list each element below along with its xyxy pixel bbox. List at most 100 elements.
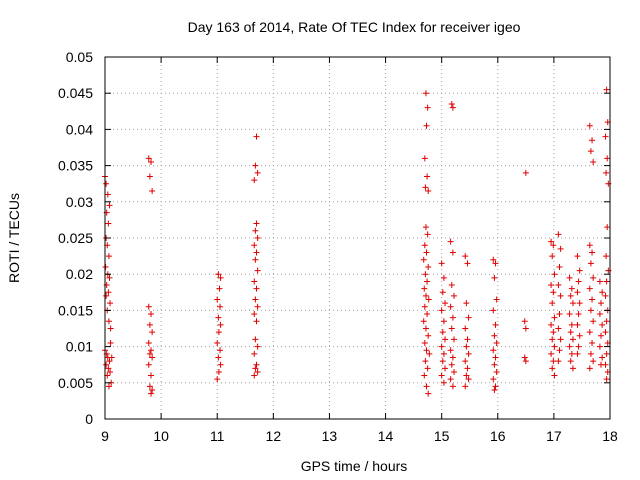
data-point: [549, 253, 556, 260]
data-point: [442, 365, 449, 372]
x-tick-label: 14: [378, 428, 394, 444]
data-point: [148, 372, 155, 379]
data-point: [449, 354, 456, 361]
data-point: [575, 311, 582, 318]
y-tick-label: 0.05: [66, 49, 93, 65]
data-point: [604, 224, 611, 231]
data-point: [551, 314, 558, 321]
data-point: [253, 361, 260, 368]
data-point: [490, 376, 497, 383]
data-points: [102, 86, 612, 397]
x-tick-label: 10: [153, 428, 169, 444]
data-point: [555, 231, 562, 238]
data-point: [149, 187, 156, 194]
data-point: [439, 329, 446, 336]
data-point: [574, 253, 581, 260]
data-point: [464, 260, 471, 267]
y-tick-label: 0.04: [66, 121, 93, 137]
data-point: [439, 358, 446, 365]
data-point: [575, 278, 582, 285]
data-point: [522, 169, 529, 176]
data-point: [108, 354, 115, 361]
chart-title: Day 163 of 2014, Rate Of TEC Index for r…: [188, 19, 521, 35]
data-point: [105, 220, 112, 227]
data-point: [602, 329, 609, 336]
data-point: [253, 285, 260, 292]
x-tick-label: 9: [101, 428, 109, 444]
x-tick-label: 13: [322, 428, 338, 444]
data-point: [254, 267, 261, 274]
data-point: [442, 336, 449, 343]
data-point: [424, 365, 431, 372]
data-point: [103, 292, 110, 299]
data-point: [465, 350, 472, 357]
data-point: [423, 249, 430, 256]
data-point: [556, 263, 563, 270]
data-point: [252, 227, 259, 234]
data-point: [146, 321, 153, 328]
data-point: [569, 300, 576, 307]
grid-lines: [105, 57, 610, 419]
data-point: [463, 300, 470, 307]
data-point: [603, 350, 610, 357]
data-point: [568, 350, 575, 357]
data-point: [105, 253, 112, 260]
data-point: [251, 242, 258, 249]
data-point: [216, 285, 223, 292]
data-point: [490, 347, 497, 354]
data-point: [464, 336, 471, 343]
data-point: [252, 365, 259, 372]
data-point: [550, 329, 557, 336]
data-point: [251, 311, 258, 318]
data-point: [423, 383, 430, 390]
data-point: [448, 101, 455, 108]
data-point: [550, 358, 557, 365]
y-tick-label: 0.01: [66, 339, 93, 355]
data-point: [567, 329, 574, 336]
data-point: [145, 155, 152, 162]
data-point: [575, 343, 582, 350]
data-point: [586, 285, 593, 292]
data-point: [603, 318, 610, 325]
data-point: [589, 339, 596, 346]
data-point: [440, 379, 447, 386]
data-point: [492, 354, 499, 361]
data-point: [590, 158, 597, 165]
data-point: [550, 242, 557, 249]
data-point: [447, 238, 454, 245]
y-tick-label: 0.02: [66, 266, 93, 282]
data-point: [548, 238, 555, 245]
data-point: [550, 289, 557, 296]
data-point: [149, 329, 156, 336]
data-point: [462, 253, 469, 260]
data-point: [423, 347, 430, 354]
data-point: [521, 318, 528, 325]
y-tick-label: 0.045: [58, 85, 93, 101]
data-point: [422, 292, 429, 299]
data-point: [422, 224, 429, 231]
data-point: [556, 347, 563, 354]
data-point: [421, 285, 428, 292]
data-point: [492, 383, 499, 390]
data-point: [574, 289, 581, 296]
data-point: [599, 289, 606, 296]
y-tick-labels: 0 0.005 0.01 0.015 0.02 0.025 0.03 0.035 0.04 0.0…: [58, 49, 93, 427]
data-point: [440, 274, 447, 281]
data-point: [253, 133, 260, 140]
data-point: [424, 231, 431, 238]
data-point: [576, 332, 583, 339]
x-tick-label: 17: [546, 428, 562, 444]
data-point: [105, 365, 112, 372]
y-tick-label: 0.025: [58, 230, 93, 246]
data-point: [103, 180, 110, 187]
data-point: [586, 122, 593, 129]
data-point: [602, 361, 609, 368]
data-point: [107, 339, 114, 346]
data-point: [254, 303, 261, 310]
data-point: [463, 372, 470, 379]
data-point: [252, 162, 259, 169]
data-point: [598, 300, 605, 307]
data-point: [522, 325, 529, 332]
data-point: [251, 278, 258, 285]
y-tick-label: 0.005: [58, 375, 93, 391]
